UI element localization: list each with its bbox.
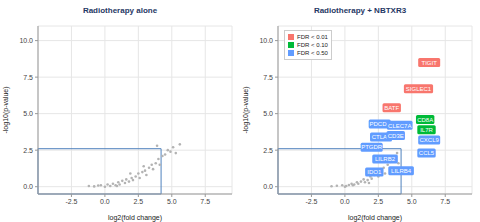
svg-text:0.0: 0.0 bbox=[263, 183, 273, 190]
svg-text:0.0: 0.0 bbox=[23, 183, 33, 190]
svg-text:5.0: 5.0 bbox=[167, 198, 177, 205]
svg-text:LILRB4: LILRB4 bbox=[391, 168, 412, 174]
svg-text:10.0: 10.0 bbox=[259, 37, 273, 44]
svg-text:PDCD1: PDCD1 bbox=[369, 121, 390, 128]
svg-text:BATF: BATF bbox=[384, 105, 399, 111]
svg-text:5.0: 5.0 bbox=[23, 110, 33, 117]
svg-text:-log10(p-value): -log10(p-value) bbox=[242, 86, 250, 133]
html-text:FDR < 0.50: FDR < 0.50 bbox=[297, 50, 328, 56]
svg-text:CCL5: CCL5 bbox=[419, 150, 435, 156]
svg-text:2.5: 2.5 bbox=[23, 147, 33, 154]
svg-text:5.0: 5.0 bbox=[263, 110, 273, 117]
svg-text:-2.5: -2.5 bbox=[65, 198, 77, 205]
svg-text:IL7R: IL7R bbox=[420, 127, 433, 133]
svg-text:CXCL9: CXCL9 bbox=[420, 137, 440, 143]
svg-text:7.5: 7.5 bbox=[200, 198, 210, 205]
svg-text:CLEC7A: CLEC7A bbox=[388, 123, 411, 129]
svg-text:7.5: 7.5 bbox=[263, 74, 273, 81]
svg-text:-2.5: -2.5 bbox=[305, 198, 317, 205]
svg-text:7.5: 7.5 bbox=[23, 74, 33, 81]
svg-text:2.5: 2.5 bbox=[133, 198, 143, 205]
svg-text:10.0: 10.0 bbox=[19, 37, 33, 44]
svg-text:log2(fold change): log2(fold change) bbox=[348, 214, 402, 222]
svg-text:TIGIT: TIGIT bbox=[422, 60, 438, 66]
svg-text:CTLA4: CTLA4 bbox=[371, 134, 391, 141]
svg-text:7.5: 7.5 bbox=[440, 198, 450, 205]
svg-text:CD3E: CD3E bbox=[388, 133, 404, 139]
svg-text:LILRB2: LILRB2 bbox=[375, 156, 396, 162]
svg-text:CD8A: CD8A bbox=[417, 117, 433, 123]
svg-text:5.0: 5.0 bbox=[407, 198, 417, 205]
html-text:FDR < 0.10: FDR < 0.10 bbox=[297, 42, 328, 48]
html-text:FDR < 0.01: FDR < 0.01 bbox=[297, 34, 328, 40]
svg-text:0.0: 0.0 bbox=[340, 198, 350, 205]
html-text:Radiotherapy + NBTXR3: Radiotherapy + NBTXR3 bbox=[313, 6, 407, 15]
svg-text:-log10(p-value): -log10(p-value) bbox=[8, 86, 10, 133]
svg-text:IDO1: IDO1 bbox=[367, 169, 382, 175]
svg-text:SIGLEC1: SIGLEC1 bbox=[406, 86, 432, 92]
svg-text:0.0: 0.0 bbox=[100, 198, 110, 205]
svg-text:log2(fold change): log2(fold change) bbox=[108, 214, 162, 222]
svg-text:PTGDR: PTGDR bbox=[361, 144, 383, 150]
html-text:Radiotherapy alone: Radiotherapy alone bbox=[82, 6, 158, 15]
svg-text:2.5: 2.5 bbox=[263, 147, 273, 154]
svg-text:2.5: 2.5 bbox=[373, 198, 383, 205]
